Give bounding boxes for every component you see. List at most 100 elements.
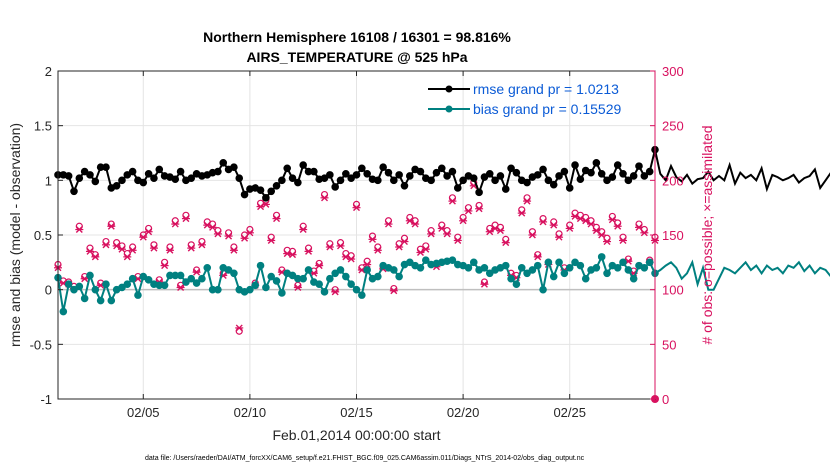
data-point-bias (80, 294, 89, 303)
data-point-obs-assimilated (107, 222, 116, 230)
data-point-rmse (384, 168, 393, 177)
data-point-rmse (235, 174, 244, 182)
data-point-bias (469, 258, 478, 267)
data-point-rmse (352, 171, 361, 179)
data-point-rmse (80, 167, 89, 176)
data-point-rmse (139, 178, 148, 187)
data-point-bias (501, 261, 510, 270)
data-point-bias (523, 269, 531, 278)
data-point-obs-assimilated (496, 227, 505, 235)
data-point-rmse (336, 176, 345, 185)
data-point-obs-assimilated (267, 236, 276, 244)
data-point-rmse (187, 174, 196, 182)
y-left-tick-label: -1 (40, 392, 52, 407)
data-point-rmse (640, 172, 649, 180)
data-point-bias (358, 291, 366, 299)
data-point-obs-assimilated (91, 253, 100, 261)
data-point-rmse (560, 167, 569, 176)
data-point-obs-assimilated (315, 262, 324, 270)
data-point-obs-assimilated (85, 247, 94, 255)
data-point-rmse (240, 190, 249, 199)
data-point-obs-assimilated (160, 262, 169, 270)
data-point-bias (198, 274, 206, 283)
data-point-bias (187, 274, 196, 283)
data-point-obs-assimilated (448, 197, 457, 205)
data-point-bias (347, 280, 355, 289)
data-point-rmse (390, 176, 398, 185)
data-point-bias (246, 285, 254, 294)
data-point-obs-assimilated (480, 280, 489, 288)
data-point-obs-assimilated (208, 223, 217, 231)
data-point-obs-assimilated (363, 261, 372, 269)
data-point-rmse (278, 176, 286, 185)
data-point-rmse (485, 169, 494, 178)
data-point-bias (549, 272, 558, 281)
data-point-bias (603, 269, 611, 278)
data-point-rmse (118, 176, 126, 185)
y-right-tick-label: 50 (662, 337, 676, 352)
data-point-rmse (603, 176, 611, 185)
data-point-rmse (587, 168, 595, 177)
data-point-bias (517, 264, 526, 272)
series-layer (54, 145, 830, 403)
data-point-obs-assimilated (123, 253, 132, 261)
data-point-obs-assimilated (320, 194, 329, 202)
data-point-bias (128, 274, 137, 283)
data-point-obs-assimilated (603, 238, 612, 246)
data-point-bias (560, 269, 569, 278)
data-point-obs-assimilated (533, 253, 542, 261)
y-right-tick-label: 100 (662, 283, 684, 298)
data-point-rmse (267, 187, 276, 196)
data-point-rmse (155, 165, 164, 174)
data-point-rmse (533, 171, 542, 179)
data-point-bias (331, 269, 339, 278)
data-point-rmse (214, 167, 222, 176)
data-point-bias (565, 264, 574, 272)
legend-item-bias: bias grand pr = 0.15529 (428, 101, 621, 117)
y-right-tick-label: 150 (662, 228, 684, 243)
data-point-obs-assimilated (229, 246, 238, 254)
data-point-bias (75, 282, 84, 291)
data-point-rmse (358, 164, 366, 173)
grid (58, 70, 655, 400)
data-point-obs-assimilated (139, 233, 148, 241)
data-point-obs-assimilated (501, 239, 510, 247)
data-point-obs-assimilated (171, 220, 180, 228)
data-point-rmse (331, 183, 339, 191)
data-point-rmse (619, 169, 627, 178)
data-point-obs-assimilated (549, 221, 558, 229)
x-tick-label: 02/20 (447, 405, 480, 420)
data-point-bias (64, 280, 73, 289)
data-point-rmse (597, 169, 606, 178)
data-point-obs-assimilated (587, 220, 596, 228)
data-point-bias (134, 291, 142, 299)
data-point-bias (107, 296, 116, 305)
x-tick-label: 02/15 (340, 405, 373, 420)
data-point-bias (91, 285, 100, 294)
data-point-bias (139, 272, 148, 281)
data-point-rmse (645, 167, 654, 176)
data-point-bias (571, 258, 579, 267)
data-point-obs-assimilated (325, 243, 334, 251)
legend: rmse grand pr = 1.0213 bias grand pr = 0.… (428, 81, 621, 117)
data-point-rmse (128, 167, 137, 176)
data-point-rmse (288, 174, 297, 182)
data-point-obs-assimilated (437, 224, 446, 232)
data-point-rmse (448, 167, 457, 176)
data-point-rmse (459, 176, 467, 185)
data-point-obs-assimilated (565, 224, 574, 232)
data-point-rmse (416, 167, 425, 176)
data-point-rmse (539, 165, 547, 174)
y-left-tick-label: 1 (45, 173, 52, 188)
data-point-bias (395, 272, 403, 281)
data-point-obs-assimilated (395, 243, 404, 251)
data-point-bias (363, 266, 371, 274)
data-point-bias (480, 264, 489, 272)
data-point-bias (597, 253, 606, 261)
data-point-rmse (549, 180, 558, 189)
data-point-obs-assimilated (213, 230, 222, 238)
data-point-obs-assimilated (347, 255, 356, 263)
data-point-rmse (565, 184, 574, 192)
x-tick-label: 02/10 (234, 405, 267, 420)
data-point-obs-assimilated (224, 232, 233, 240)
